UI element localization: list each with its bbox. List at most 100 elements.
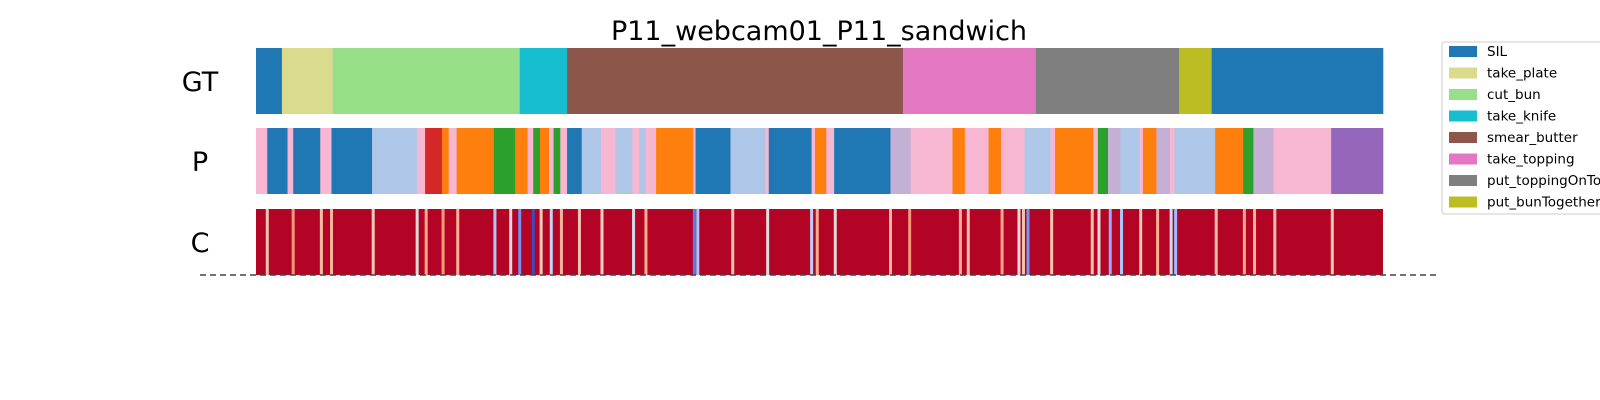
segment [902,48,1037,114]
segment [533,128,541,194]
legend-label: put_toppingOnTo [1487,173,1600,189]
confidence-dip [1108,209,1112,275]
rows-layer: GT P C [182,48,1384,275]
confidence-dip [415,209,419,275]
segment [372,128,418,194]
confidence-dip [549,209,553,275]
segment [1050,128,1056,194]
segment [293,128,321,194]
segment [581,128,602,194]
segment [567,128,583,194]
segment [448,128,457,194]
confidence-dip [1139,209,1143,275]
confidence-dip [493,209,497,275]
segment [1093,128,1099,194]
confidence-dip [509,209,513,275]
legend-swatch [1449,89,1477,100]
confidence-dip [1330,209,1334,275]
confidence-dip [1026,209,1030,275]
segment [549,128,554,194]
legend-swatch [1449,67,1477,79]
confidence-dip [632,209,636,275]
row-c: C [191,209,1383,275]
segment [1097,128,1109,194]
segment [1156,128,1171,194]
confidence-dip [424,209,428,275]
legend-entry: take_topping [1449,152,1575,168]
segment [519,48,568,114]
segment [456,128,495,194]
legend-entry: SIL [1449,44,1508,60]
confidence-dip [1156,209,1160,275]
segment [645,128,657,194]
segment [527,128,534,194]
legend-label: take_topping [1487,152,1575,168]
segment [320,128,332,194]
row-label: P [192,147,208,178]
segment [417,128,426,194]
segment [267,128,288,194]
confidence-dip [1174,209,1178,275]
confidence-dip [600,209,604,275]
segment [553,128,561,194]
segment [1179,48,1212,114]
segment [540,128,550,194]
segment [964,128,989,194]
confidence-dip [1021,209,1025,275]
confidence-dip [1120,209,1124,275]
confidence-dip [958,209,962,275]
confidence-dip [889,209,893,275]
confidence-dip [1090,209,1094,275]
legend-entry: put_bunTogether [1449,195,1600,211]
segment [441,128,450,194]
confidence-dip [644,209,648,275]
legend-label: SIL [1487,44,1508,60]
confidence-dip [441,209,445,275]
segment [567,48,904,114]
legend-entry: take_plate [1449,66,1557,82]
legend-swatch [1449,110,1477,122]
chart-title: P11_webcam01_P11_sandwich [611,16,1027,47]
segment [632,128,640,194]
confidence-dip [330,209,334,275]
segment [1000,128,1025,194]
segment [1174,128,1216,194]
segment [332,48,521,114]
segment [287,128,294,194]
segment [1142,128,1157,194]
segment [693,128,696,194]
confidence-dip [456,209,460,275]
segment [600,128,616,194]
segment [730,128,766,194]
row-label: C [191,228,210,259]
legend-entry: cut_bun [1449,87,1541,103]
segment [1024,128,1051,194]
confidence-dip [833,209,837,275]
segment [1108,128,1121,194]
legend-entry: smear_butter [1449,130,1578,146]
confidence-dip [1214,209,1218,275]
confidence-dip [810,209,814,275]
segment [1215,128,1244,194]
segment [834,128,891,194]
confidence-dip [696,209,700,275]
confidence-dip [371,209,375,275]
confidence-dip [815,209,819,275]
confidence-dip [1169,209,1173,275]
confidence-dip [559,209,563,275]
segment [1035,48,1180,114]
legend-frame [1441,41,1600,215]
confidence-dip [265,209,269,275]
segment [1253,128,1274,194]
segment [811,128,816,194]
segment [910,128,953,194]
confidence-dip [1273,209,1277,275]
legend: SIL take_plate cut_bun take_knife smear_butt… [1441,41,1600,215]
segment [814,128,827,194]
segment [493,128,516,194]
segment [331,128,373,194]
segment [1273,128,1332,194]
row-p: P [192,128,1384,194]
legend-label: take_knife [1487,109,1556,125]
